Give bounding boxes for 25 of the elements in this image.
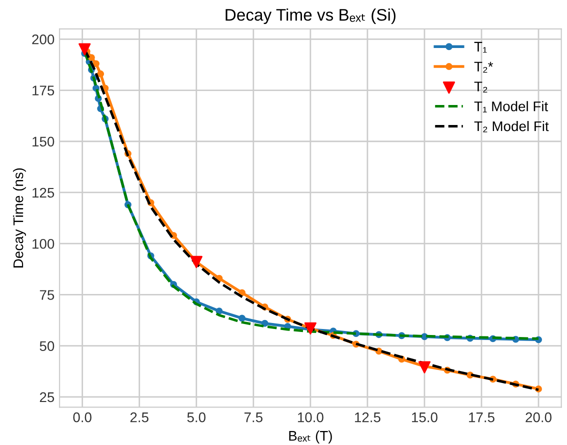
legend-label: T₂ <box>474 82 488 92</box>
x-tick-label: 10.0 <box>298 412 324 422</box>
legend-label: T₁ <box>474 42 487 53</box>
y-tick-label: 125 <box>32 188 54 198</box>
legend-label: T₁ Model Fit <box>474 101 548 112</box>
y-tick-label: 175 <box>32 86 54 96</box>
x-tick-label: 17.5 <box>469 412 494 422</box>
y-tick-label: 200 <box>32 34 54 44</box>
x-tick-label: 0.0 <box>73 412 92 422</box>
legend-label: T₂* <box>474 62 494 73</box>
x-tick-label: 15.0 <box>412 412 438 422</box>
y-tick-label: 150 <box>32 136 54 147</box>
chart-title: Decay Time vs Bₑₓₜ (Si) <box>226 8 396 24</box>
x-tick-label: 12.5 <box>355 412 380 422</box>
x-tick-label: 5.0 <box>187 412 206 422</box>
x-axis-title: Bₑₓₜ (T) <box>289 430 332 444</box>
x-tick-label: 2.5 <box>130 412 148 422</box>
x-tick-label: 7.5 <box>244 412 262 422</box>
y-tick-label: 75 <box>40 290 54 300</box>
y-tick-label: 50 <box>40 341 54 352</box>
x-tick-label: 20.0 <box>526 412 552 422</box>
y-tick-label: 25 <box>40 392 54 402</box>
legend-label: T₂ Model Fit <box>474 120 549 132</box>
y-tick-label: 100 <box>32 238 54 249</box>
y-axis-title: Decay Time (ns) <box>13 168 26 268</box>
